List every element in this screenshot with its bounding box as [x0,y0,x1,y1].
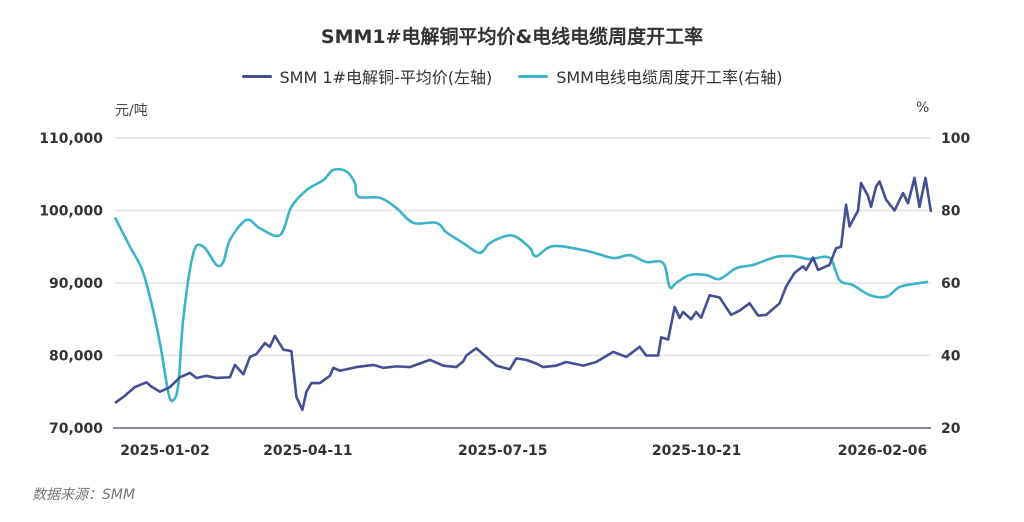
right-tick-label: 60 [941,276,961,292]
x-tick-label: 2025-10-21 [652,443,742,459]
left-tick-label: 80,000 [49,349,103,365]
copper-price-line [114,176,933,412]
right-tick-label: 80 [941,204,961,220]
operating-rate-line [113,167,929,403]
legend-label-copper: SMM 1#电解铜-平均价(左轴) [279,68,493,87]
right-tick-label: 100 [941,131,970,147]
left-tick-label: 100,000 [39,204,103,220]
legend-item-copper-price[interactable]: SMM 1#电解铜-平均价(左轴) [241,64,493,88]
right-tick-label: 20 [941,421,961,437]
chart-title: SMM1#电解铜平均价&电线电缆周度开工率 [320,26,704,48]
legend-swatch-rate [518,74,549,78]
legend: SMM 1#电解铜-平均价(左轴) SMM电线电缆周度开工率(右轴) [0,64,1024,88]
left-tick-label: 90,000 [49,276,103,292]
legend-swatch-copper [241,74,272,78]
right-tick-label: 40 [941,349,961,365]
legend-label-rate: SMM电线电缆周度开工率(右轴) [556,68,783,87]
right-axis-unit: % [916,100,930,116]
x-tick-label: 2025-01-02 [120,443,210,459]
x-tick-label: 2025-07-15 [458,443,548,459]
left-tick-label: 70,000 [49,421,103,437]
x-tick-label: 2025-04-11 [263,443,353,459]
left-tick-label: 110,000 [39,131,103,147]
x-tick-label: 2026-02-06 [838,443,928,459]
legend-item-operating-rate[interactable]: SMM电线电缆周度开工率(右轴) [518,64,782,88]
data-source: 数据来源：SMM [32,487,136,503]
left-axis-unit: 元/吨 [115,103,148,119]
